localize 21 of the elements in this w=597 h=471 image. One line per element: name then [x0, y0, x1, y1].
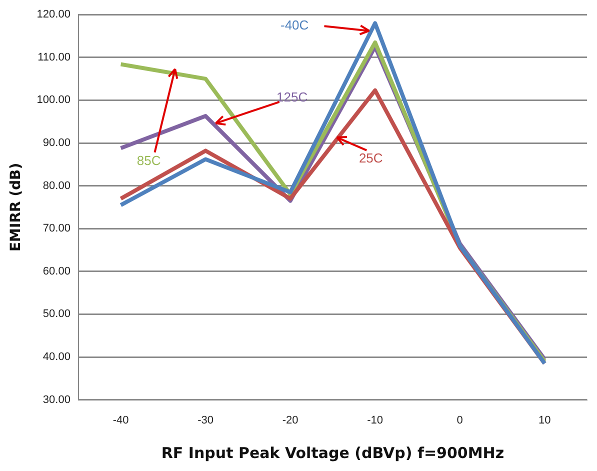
- y-axis-title: EMIRR (dB): [8, 162, 24, 252]
- y-tick-label: 80.00: [42, 180, 70, 192]
- y-tick-label: 100.00: [36, 94, 70, 106]
- y-tick-label: 70.00: [42, 222, 70, 235]
- x-tick-label: -20: [282, 414, 298, 426]
- y-tick-label: 30.00: [42, 394, 70, 406]
- y-tick-label: 40.00: [42, 351, 70, 364]
- y-tick-label: 120.00: [36, 8, 70, 21]
- x-tick-label: -10: [367, 414, 384, 426]
- text: 85C: [136, 152, 161, 168]
- y-tick-label: 60.00: [42, 265, 70, 278]
- y-tick-label: 50.00: [42, 308, 70, 320]
- x-axis-title: RF Input Peak Voltage (dBVp) f=900MHz: [161, 444, 504, 462]
- x-tick-label: -30: [198, 414, 214, 426]
- y-tick-label: 110.00: [38, 51, 70, 64]
- y-tick-label: 90.00: [42, 137, 70, 150]
- x-tick-label: -40: [112, 414, 129, 426]
- series-label: 25C: [358, 150, 383, 166]
- x-tick-label: 10: [538, 414, 551, 426]
- x-tick-label: 0: [456, 414, 463, 426]
- text: -40C: [280, 18, 309, 33]
